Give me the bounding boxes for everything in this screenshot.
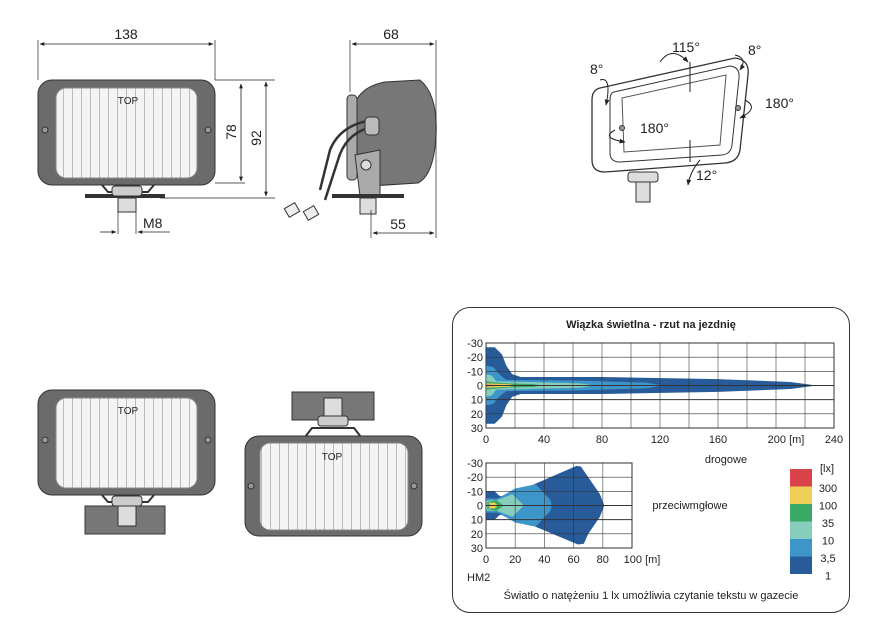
y-tick-label: -20: [467, 472, 483, 484]
lux-legend: [lx] 300 100 35 10 3,5 1: [790, 463, 837, 583]
thread-dimension: M8: [143, 215, 163, 231]
x-tick-label: 120: [651, 434, 669, 446]
y-tick-label: 0: [477, 381, 483, 393]
y-tick-label: -20: [467, 352, 483, 364]
y-tick-label: 30: [471, 543, 483, 555]
x-tick-label: 20: [509, 554, 521, 566]
legend-swatch: [790, 504, 812, 522]
legend-label: 1: [825, 571, 831, 583]
screw-icon: [204, 126, 212, 134]
x-tick-label: 40: [538, 434, 550, 446]
x-tick-label: 160: [709, 434, 727, 446]
depth-dimension: 68: [383, 26, 399, 42]
x-tick-label: 0: [483, 434, 489, 446]
legend-label: 10: [822, 536, 834, 548]
x-tick-label: 240: [825, 434, 843, 446]
legend-label: 35: [822, 518, 834, 530]
legend-swatch: [790, 556, 812, 574]
angle-label: 180°: [765, 95, 794, 111]
top-mark: TOP: [118, 96, 139, 107]
x-tick-label: 80: [596, 434, 608, 446]
beam-pattern-panel: [452, 307, 850, 613]
angle-label: 8°: [590, 61, 603, 77]
footnote: Światło o natężeniu 1 lx umożliwia czyta…: [504, 589, 799, 602]
fog-beam-label: przeciwmgłowe: [652, 500, 727, 512]
angle-label: 180°: [640, 120, 669, 136]
mount-variant-bottom-drawing: TOP: [37, 389, 216, 535]
x-tick-label: 40: [538, 554, 550, 566]
high-beam-label: drogowe: [705, 454, 747, 466]
legend-swatch: [790, 469, 812, 487]
y-tick-label: -30: [467, 338, 483, 350]
y-tick-label: -10: [467, 366, 483, 378]
y-tick-label: 20: [471, 529, 483, 541]
chart-title: Wiązka świetlna - rzut na jezdnię: [566, 319, 736, 331]
legend-swatch: [790, 539, 812, 557]
x-tick-label: 80: [597, 554, 609, 566]
mount-offset-dimension: 55: [390, 216, 406, 232]
front-view-drawing: TOP 138 78 92 M8: [37, 26, 275, 234]
x-tick-label: 100 [m]: [624, 554, 661, 566]
model-label: HM2: [467, 572, 490, 584]
mount-variant-top-drawing: TOP: [244, 391, 423, 537]
top-mark: TOP: [118, 406, 139, 417]
y-tick-label: 10: [471, 515, 483, 527]
legend-swatch: [790, 486, 812, 504]
x-tick-label: 60: [567, 554, 579, 566]
y-tick-label: 20: [471, 409, 483, 421]
y-tick-label: 10: [471, 395, 483, 407]
top-mark: TOP: [322, 452, 343, 463]
perspective-view-drawing: 115° 8° 8° 180° 180° 12°: [590, 39, 794, 203]
angle-label: 12°: [696, 167, 717, 183]
y-tick-label: 0: [477, 501, 483, 513]
screw-icon: [41, 126, 49, 134]
y-tick-label: 30: [471, 423, 483, 435]
legend-label: 300: [819, 483, 837, 495]
legend-unit: [lx]: [820, 463, 834, 475]
angle-label: 115°: [672, 39, 700, 55]
y-tick-label: -10: [467, 486, 483, 498]
width-dimension: 138: [114, 26, 138, 42]
legend-swatch: [790, 521, 812, 539]
x-tick-label: 200 [m]: [768, 434, 805, 446]
x-tick-label: 0: [483, 554, 489, 566]
angle-label: 8°: [748, 42, 761, 58]
inner-height-dimension: 78: [223, 124, 239, 140]
side-view-drawing: 68 55: [283, 26, 437, 238]
y-tick-label: -30: [467, 458, 483, 470]
legend-label: 100: [819, 501, 837, 513]
outer-height-dimension: 92: [248, 130, 264, 146]
legend-label: 3,5: [820, 553, 835, 565]
